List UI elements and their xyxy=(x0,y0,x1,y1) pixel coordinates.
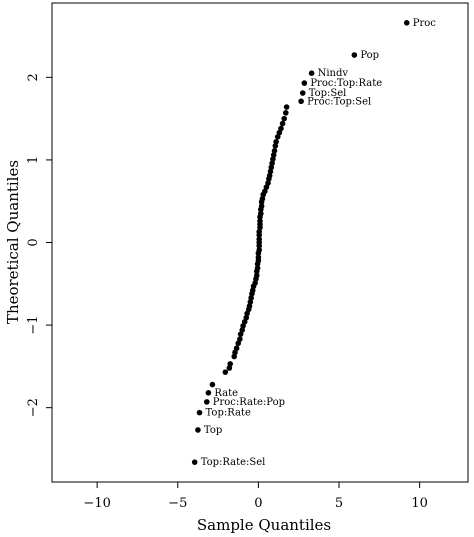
labeled-data-point xyxy=(351,52,358,58)
data-point xyxy=(279,120,286,127)
point-label: Rate xyxy=(214,388,238,399)
x-tick-label: 0 xyxy=(254,496,262,511)
x-tick-label: 10 xyxy=(411,496,428,511)
y-axis-ticks: −2 −1 0 1 2 xyxy=(26,73,52,417)
y-axis-label: Theoretical Quantiles xyxy=(4,160,22,324)
x-axis-ticks: −10 −5 0 5 10 xyxy=(83,482,428,511)
data-point xyxy=(278,125,284,132)
point-label: Proc:Top:Sel xyxy=(307,96,371,107)
labeled-data-point xyxy=(196,409,203,416)
data-point xyxy=(253,272,260,279)
labeled-data-point xyxy=(403,20,410,26)
point-label: Proc:Rate:Pop xyxy=(213,397,285,408)
y-tick-label: 1 xyxy=(26,156,41,164)
data-point xyxy=(227,361,233,367)
labeled-data-point xyxy=(308,70,315,76)
y-tick-label: −1 xyxy=(26,316,41,335)
data-point xyxy=(258,210,264,217)
data-point xyxy=(273,138,279,145)
data-point xyxy=(254,265,261,271)
data-point xyxy=(283,104,290,110)
x-tick-label: −10 xyxy=(83,496,110,511)
point-label: Proc xyxy=(413,18,437,29)
labeled-data-point xyxy=(299,90,306,96)
data-point xyxy=(209,381,216,388)
y-tick-label: 0 xyxy=(26,238,41,246)
labeled-data-point xyxy=(301,80,308,86)
point-labels: Proc Pop NindvProc:Top:RateTop:SelProc:Top… xyxy=(201,18,437,468)
y-tick-label: 2 xyxy=(26,73,41,81)
point-label: Top:Rate xyxy=(206,408,251,419)
labeled-data-point xyxy=(205,390,212,396)
labeled-data-point xyxy=(195,427,201,433)
point-label: Proc:Top:Rate xyxy=(310,78,382,89)
data-point xyxy=(222,369,229,375)
x-tick-label: 5 xyxy=(335,496,343,511)
data-point xyxy=(282,110,289,116)
data-point xyxy=(256,236,262,242)
point-label: Top:Rate:Sel xyxy=(201,457,266,468)
data-point xyxy=(281,115,287,122)
data-point xyxy=(237,336,243,342)
data-point xyxy=(255,254,262,261)
point-label: Pop xyxy=(360,50,379,61)
point-label: Nindv xyxy=(318,68,349,79)
labeled-data-point xyxy=(203,399,210,405)
data-point xyxy=(271,148,278,154)
x-axis-label: Sample Quantiles xyxy=(197,516,331,534)
data-points xyxy=(191,20,410,465)
point-label: Top xyxy=(204,425,222,436)
point-label: Top:Sel xyxy=(309,88,347,99)
data-point xyxy=(233,345,240,352)
data-point xyxy=(258,203,265,209)
x-tick-label: −5 xyxy=(168,496,187,511)
labeled-data-point xyxy=(191,459,198,465)
data-point xyxy=(257,218,263,224)
data-point xyxy=(256,247,262,253)
labeled-data-point xyxy=(298,98,304,105)
y-tick-label: −2 xyxy=(26,398,41,417)
